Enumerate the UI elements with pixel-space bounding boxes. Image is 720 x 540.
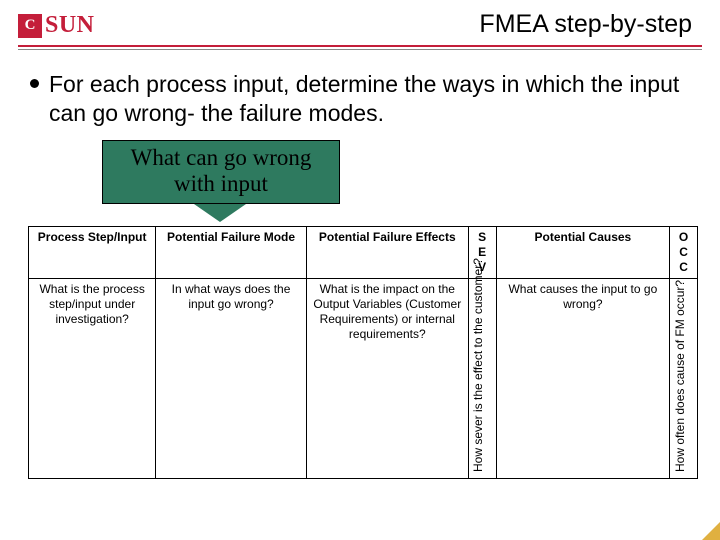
logo-letterbox: C bbox=[18, 14, 42, 38]
table-desc-row: What is the process step/input under inv… bbox=[29, 279, 698, 479]
callout-box: What can go wrong with input bbox=[102, 140, 340, 205]
occ-rotated-label: How often does cause of FM occur? bbox=[673, 280, 688, 472]
bullet-item: For each process input, determine the wa… bbox=[30, 70, 690, 128]
col-desc-process: What is the process step/input under inv… bbox=[29, 279, 156, 479]
col-desc-failure-mode: In what ways does the input go wrong? bbox=[156, 279, 306, 479]
col-desc-failure-effects: What is the impact on the Output Variabl… bbox=[306, 279, 468, 479]
divider-red bbox=[18, 45, 702, 47]
col-desc-sev: How sever is the effect to the customer? bbox=[468, 279, 496, 479]
logo-text: SUN bbox=[45, 12, 95, 39]
arrow-down-icon bbox=[194, 204, 246, 222]
col-desc-occ: How often does cause of FM occur? bbox=[670, 279, 698, 479]
content-area: For each process input, determine the wa… bbox=[0, 50, 720, 222]
col-header-process: Process Step/Input bbox=[29, 227, 156, 279]
csun-logo: C SUN bbox=[18, 12, 95, 39]
col-header-occ: O C C bbox=[670, 227, 698, 279]
bullet-dot-icon bbox=[30, 79, 39, 88]
bullet-text: For each process input, determine the wa… bbox=[49, 70, 690, 128]
col-desc-causes: What causes the input to go wrong? bbox=[496, 279, 670, 479]
callout-line1: What can go wrong bbox=[131, 145, 312, 170]
col-header-failure-effects: Potential Failure Effects bbox=[306, 227, 468, 279]
page-corner-icon bbox=[702, 522, 720, 540]
col-header-causes: Potential Causes bbox=[496, 227, 670, 279]
callout: What can go wrong with input bbox=[102, 140, 690, 223]
table-header-row: Process Step/Input Potential Failure Mod… bbox=[29, 227, 698, 279]
fmea-table: Process Step/Input Potential Failure Mod… bbox=[28, 226, 698, 479]
col-header-failure-mode: Potential Failure Mode bbox=[156, 227, 306, 279]
slide-title: FMEA step-by-step bbox=[479, 10, 692, 39]
sev-rotated-label: How sever is the effect to the customer? bbox=[471, 258, 486, 472]
header-bar: C SUN FMEA step-by-step bbox=[0, 0, 720, 43]
callout-line2: with input bbox=[174, 171, 268, 196]
